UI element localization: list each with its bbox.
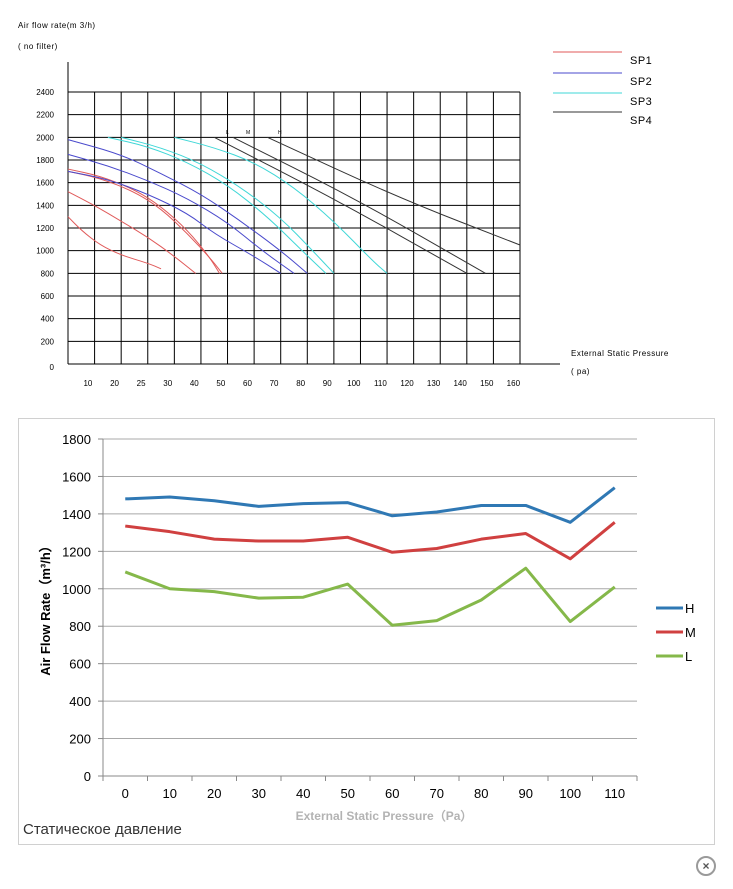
x-tick-label: 110 xyxy=(604,786,625,801)
y-tick-label: 2400 xyxy=(36,88,54,97)
speed-mark: M xyxy=(246,130,250,136)
chart-frame: 0 200 400 600 800 1000 1200 1400 1600 1800 0 10 20 30… xyxy=(18,418,715,845)
series-line-sp1 xyxy=(67,216,162,270)
y-axis-label: Air Flow Rate（m³/h） xyxy=(38,539,53,676)
series-line-l xyxy=(124,566,616,627)
chart-fan-curves: 0 200 400 600 800 1000 1200 1400 1600 1800 2000 220… xyxy=(18,21,669,388)
x-tick-label: 30 xyxy=(252,786,266,801)
y-tick-label: 400 xyxy=(69,694,91,709)
series-line-m xyxy=(125,521,616,561)
y-axis-note: ( no filter) xyxy=(18,42,58,51)
y-tick-label: 800 xyxy=(41,269,55,278)
y-tick-label: 2200 xyxy=(36,111,54,120)
legend-label: SP3 xyxy=(630,96,652,108)
series-line-sp4 xyxy=(232,136,486,274)
x-tick-label: 20 xyxy=(110,379,119,388)
x-tick-label: 100 xyxy=(559,786,581,801)
x-tick-label: 140 xyxy=(453,379,467,388)
x-tick-label: 20 xyxy=(207,786,221,801)
legend-label: SP1 xyxy=(630,55,652,67)
x-tick-label: 10 xyxy=(163,786,177,801)
legend-label: H xyxy=(685,601,694,616)
x-tick-label: 90 xyxy=(519,786,533,801)
series-group xyxy=(67,136,521,274)
x-tick-label: 40 xyxy=(190,379,199,388)
series-line-sp4 xyxy=(214,136,468,274)
y-tick-label: 1000 xyxy=(62,582,91,597)
series-line-sp3 xyxy=(121,136,335,274)
x-tick-label: 30 xyxy=(163,379,172,388)
x-axis-label: External Static Pressure（Pa） xyxy=(296,808,473,823)
y-tick-label: 0 xyxy=(84,769,91,784)
x-tick-label: 70 xyxy=(430,786,444,801)
bottom-grid xyxy=(98,438,638,781)
y-tick-label: 0 xyxy=(50,363,55,372)
close-icon: × xyxy=(702,859,710,873)
x-tick-label: 50 xyxy=(216,379,225,388)
y-tick-label: 1800 xyxy=(62,432,91,447)
series-line-sp2 xyxy=(67,153,295,274)
x-axis-unit: ( pa) xyxy=(571,367,590,376)
series-line-sp2 xyxy=(67,170,281,274)
series-line-sp2 xyxy=(67,139,308,274)
legend: SP1 SP2 SP3 SP4 xyxy=(553,51,652,127)
x-tick-label: 60 xyxy=(243,379,252,388)
y-tick-label: 2000 xyxy=(36,133,54,142)
x-tick-label: 25 xyxy=(137,379,146,388)
x-tick-label: 60 xyxy=(385,786,399,801)
series-line-h xyxy=(125,486,616,524)
x-tick-label: 10 xyxy=(83,379,92,388)
chart-caption: Статическое давление xyxy=(23,821,182,838)
y-tick-label: 600 xyxy=(69,657,91,672)
y-tick-label: 1200 xyxy=(36,224,54,233)
y-tick-label: 400 xyxy=(41,315,55,324)
top-grid xyxy=(67,91,521,364)
y-tick-label: 1200 xyxy=(62,544,91,559)
y-tick-label: 1600 xyxy=(62,469,91,484)
x-tick-label: 40 xyxy=(296,786,310,801)
close-button[interactable]: × xyxy=(696,856,716,876)
x-tick-label: 0 xyxy=(122,786,129,801)
x-tick-label: 120 xyxy=(400,379,414,388)
x-tick-label: 150 xyxy=(480,379,494,388)
x-tick-label: 160 xyxy=(507,379,521,388)
series-line-sp3 xyxy=(174,136,388,274)
speed-mark: L xyxy=(226,130,229,136)
y-tick-label: 1800 xyxy=(36,156,54,165)
x-axis-label: External Static Pressure xyxy=(571,349,669,358)
x-tick-label: 80 xyxy=(296,379,305,388)
x-tick-label: 90 xyxy=(323,379,332,388)
speed-mark: H xyxy=(278,130,282,136)
series-group xyxy=(124,486,616,627)
x-tick-label: 100 xyxy=(347,379,361,388)
legend-label: SP4 xyxy=(630,115,652,127)
legend-label: L xyxy=(685,649,692,664)
y-tick-label: 200 xyxy=(69,732,91,747)
legend-label: M xyxy=(685,625,696,640)
chart-airflow-vs-pressure: 0 200 400 600 800 1000 1200 1400 1600 1800 0 10 20 30… xyxy=(38,432,696,823)
x-tick-label: 110 xyxy=(374,379,387,388)
y-tick-label: 200 xyxy=(41,337,55,346)
series-line-sp1 xyxy=(67,168,220,274)
series-line-sp1 xyxy=(67,191,196,274)
x-tick-label: 50 xyxy=(341,786,355,801)
y-tick-label: 1400 xyxy=(62,507,91,522)
y-tick-label: 1600 xyxy=(36,179,54,188)
x-tick-label: 80 xyxy=(474,786,488,801)
series-line-sp4 xyxy=(267,136,521,246)
x-tick-label: 130 xyxy=(427,379,441,388)
y-tick-label: 600 xyxy=(41,292,55,301)
y-tick-label: 1400 xyxy=(36,201,54,210)
y-axis-label: Air flow rate(m 3/h) xyxy=(18,21,96,30)
y-tick-label: 1000 xyxy=(36,247,54,256)
legend: HML xyxy=(656,601,696,664)
x-tick-label: 70 xyxy=(270,379,279,388)
series-line-sp3 xyxy=(107,136,327,274)
legend-label: SP2 xyxy=(630,76,652,88)
y-tick-label: 800 xyxy=(69,619,91,634)
